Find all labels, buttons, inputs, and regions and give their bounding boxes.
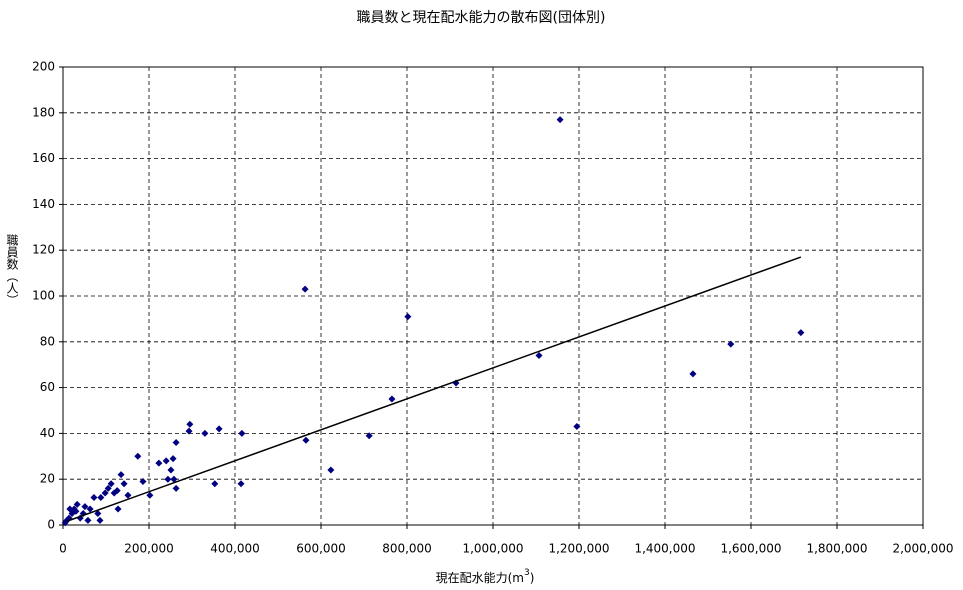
point	[404, 313, 412, 321]
y-tick-label: 160	[32, 151, 55, 165]
y-tick-label: 40	[40, 426, 55, 440]
plot-area	[62, 66, 924, 526]
x-axis-label: 現在配水能力(m3)	[436, 568, 535, 585]
point	[302, 436, 310, 444]
point	[238, 429, 246, 437]
x-tick-label: 1,800,000	[806, 542, 867, 556]
point	[211, 480, 219, 488]
point	[535, 352, 543, 360]
point	[155, 459, 163, 467]
x-tick-label: 0	[59, 542, 67, 556]
x-tick-label: 600,000	[296, 542, 346, 556]
point	[727, 340, 735, 348]
point	[689, 370, 697, 378]
point	[124, 491, 132, 499]
y-tick-label: 140	[32, 197, 55, 211]
point	[797, 329, 805, 337]
point	[167, 466, 175, 474]
point	[172, 439, 180, 447]
point	[81, 503, 89, 511]
point	[61, 519, 69, 527]
point	[84, 516, 92, 524]
x-tick-label: 1,400,000	[634, 542, 695, 556]
y-tick-label: 120	[32, 243, 55, 257]
y-axis-label: 職員数（人）	[5, 234, 19, 306]
x-tick-label: 1,600,000	[720, 542, 781, 556]
x-label-end: )	[530, 571, 535, 585]
chart-title: 職員数と現在配水能力の散布図(団体別)	[357, 10, 606, 26]
x-tick-label: 800,000	[382, 542, 432, 556]
y-tick-label: 100	[32, 289, 55, 303]
point	[72, 507, 80, 515]
point	[104, 484, 112, 492]
point	[186, 420, 194, 428]
point	[117, 471, 125, 479]
y-tick-label: 180	[32, 105, 55, 119]
point	[365, 432, 373, 440]
point	[201, 429, 209, 437]
point	[146, 491, 154, 499]
point	[215, 425, 223, 433]
x-tick-label: 1,000,000	[462, 542, 523, 556]
point	[73, 500, 81, 508]
point	[96, 516, 104, 524]
point	[556, 116, 564, 124]
x-tick-label: 2,000,000	[892, 542, 953, 556]
point	[164, 475, 172, 483]
point	[139, 477, 147, 485]
point	[573, 423, 581, 431]
point	[86, 505, 94, 513]
point	[97, 494, 105, 502]
y-tick-label: 200	[32, 60, 55, 74]
trendline	[67, 256, 802, 522]
point	[388, 395, 396, 403]
x-tick-label: 400,000	[210, 542, 260, 556]
point	[107, 480, 115, 488]
point	[172, 484, 180, 492]
point	[170, 475, 178, 483]
point	[114, 505, 122, 513]
point	[185, 427, 193, 435]
point	[134, 452, 142, 460]
y-tick-label: 60	[40, 380, 55, 394]
point	[301, 285, 309, 293]
point	[162, 457, 170, 465]
x-label-text: 現在配水能力(m	[436, 571, 524, 585]
y-tick-label: 20	[40, 472, 55, 486]
point	[120, 480, 128, 488]
point	[66, 505, 74, 513]
point	[94, 510, 102, 518]
x-tick-label: 200,000	[124, 542, 174, 556]
point	[237, 480, 245, 488]
point	[101, 489, 109, 497]
point	[110, 489, 118, 497]
x-label-sup: 3	[524, 568, 530, 578]
x-tick-label: 1,200,000	[548, 542, 609, 556]
y-tick-label: 0	[47, 518, 55, 532]
point	[90, 494, 98, 502]
point	[169, 455, 177, 463]
y-tick-label: 80	[40, 334, 55, 348]
point	[327, 466, 335, 474]
